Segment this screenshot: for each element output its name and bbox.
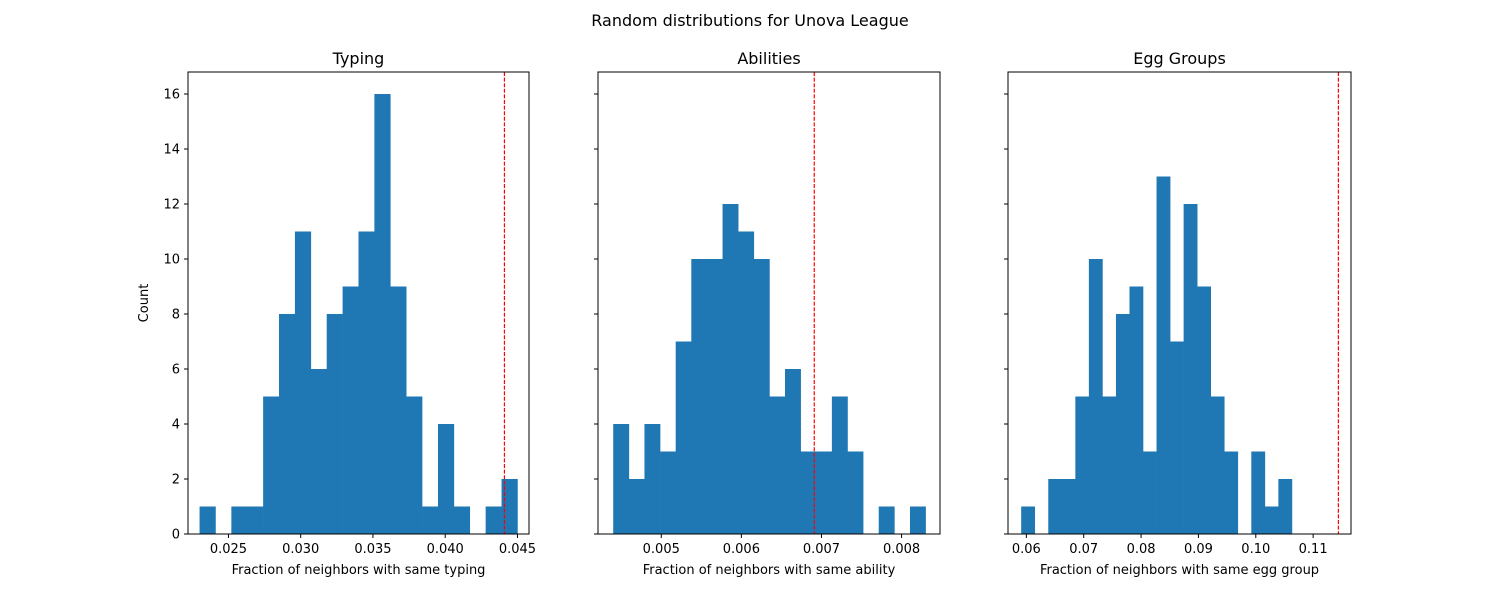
histogram-bar [800,451,817,534]
histogram-bar [1075,396,1090,534]
subplot-title: Typing [332,49,385,68]
y-tick-label: 14 [163,143,180,158]
histogram-bar [358,231,375,534]
x-tick-label: 0.007 [803,542,840,557]
x-tick-label: 0.07 [1069,542,1098,557]
histogram-bar [1048,479,1063,534]
histogram-bar [390,286,407,534]
histogram-bar [1224,451,1239,534]
histogram-bar [878,506,895,534]
histogram-bar [263,396,280,534]
histogram-bar [785,369,801,534]
histogram-bar [706,259,723,534]
histogram-bar [1115,314,1130,534]
histogram-bar [1061,479,1076,534]
y-tick-label: 2 [172,473,180,488]
x-axis-label: Fraction of neighbors with same egg grou… [1040,563,1319,578]
subplot-title: Abilities [737,49,800,68]
y-tick-label: 10 [163,253,180,268]
x-axis-label: Fraction of neighbors with same ability [643,563,896,578]
x-tick-label: 0.06 [1012,542,1041,557]
x-tick-label: 0.025 [210,542,247,557]
x-tick-label: 0.09 [1184,542,1213,557]
x-tick-label: 0.035 [354,542,391,557]
y-tick-label: 16 [163,88,180,103]
x-tick-label: 0.005 [643,542,680,557]
x-tick-label: 0.040 [427,542,464,557]
histogram-bar [738,231,755,534]
histogram-bar [326,314,343,534]
histogram-bar [1170,341,1184,534]
histogram-bar [1210,396,1225,534]
histogram-bar [722,204,739,534]
subplots: 0.025 0.030 0.035 0.040 0.045 0 2 4 6 8 10 12 14 16 Ty… [137,49,1352,578]
histogram-bar [374,94,391,534]
histogram-bar [406,396,423,534]
histogram-bar [909,506,926,534]
histogram-bar [831,396,848,534]
axes-frame [1007,71,1352,535]
subplot-title: Egg Groups [1133,49,1226,68]
y-tick-label: 0 [172,528,180,543]
figure-title: Random distributions for Unova League [591,11,908,30]
histogram-bar [675,341,692,534]
y-tick-label: 4 [172,418,180,433]
x-tick-label: 0.045 [499,542,536,557]
y-tick-label: 6 [172,363,180,378]
histogram-bar [310,369,328,534]
x-tick-label: 0.030 [282,542,319,557]
axes-frame [187,71,530,535]
subplot-2: 0.005 0.006 0.007 0.008 Abilities Fraction of… [594,49,941,578]
histogram-bar [199,506,216,534]
histogram-bar [1129,286,1144,534]
x-tick-label: 0.006 [723,542,760,557]
x-tick-label: 0.08 [1127,542,1156,557]
x-axis-label: Fraction of neighbors with same typing [232,563,486,578]
histogram-bar [847,451,864,534]
x-tick-label: 0.11 [1299,542,1328,557]
histogram-bar [1197,286,1212,534]
x-tick-label: 0.10 [1241,542,1270,557]
histogram-bar [342,286,359,534]
histogram-bar [691,259,708,534]
histogram-bar [1156,176,1171,534]
histogram-bar [1278,479,1293,534]
y-tick-label: 12 [163,198,180,213]
histogram-bar [1143,451,1157,534]
histogram-bar [453,506,471,534]
histogram-bar [485,506,502,534]
histogram-bar [644,424,661,534]
histogram-bar [1251,451,1266,534]
subplot-1: 0.025 0.030 0.035 0.040 0.045 0 2 4 6 8 10 12 14 16 Ty… [137,49,536,578]
histogram-bar [231,506,248,534]
histogram-bar [1102,396,1117,534]
y-axis-label: Count [137,284,152,323]
histogram-bar [294,231,312,534]
histogram-bar [247,506,264,534]
histogram-bar [613,424,630,534]
histogram-bar [501,479,518,534]
histogram-bar [279,314,296,534]
histogram-bar [1088,259,1103,534]
histogram-bar [753,259,770,534]
histogram-bar [1021,506,1036,534]
subplot-3: 0.06 0.07 0.08 0.09 0.10 0.11 Egg Groups Fracti… [1004,49,1352,578]
y-tick-label: 8 [172,308,180,323]
histogram-bar [437,424,455,534]
axes-frame [597,71,941,535]
histogram-bar [628,479,645,534]
histogram-bar [1183,204,1198,534]
histogram-bar [769,396,786,534]
x-tick-label: 0.008 [883,542,920,557]
histogram-bar [816,451,833,534]
histogram-bar [422,506,439,534]
histogram-bar [1264,506,1279,534]
histogram-bar [660,451,676,534]
